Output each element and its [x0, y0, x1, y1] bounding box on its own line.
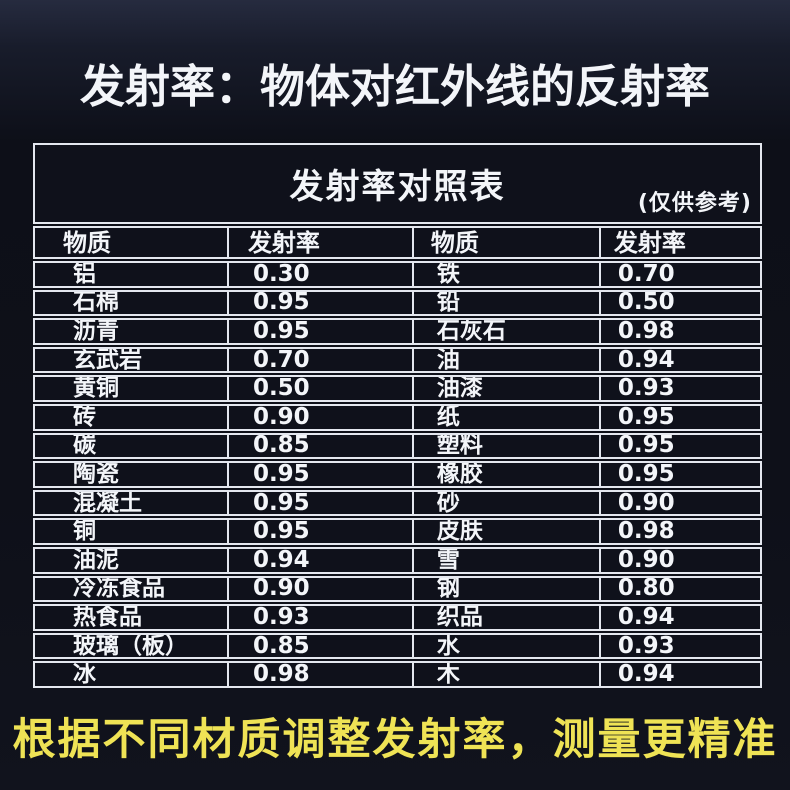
material-cell-left: 铝: [73, 263, 96, 286]
material-cell-left: 热食品: [73, 606, 142, 629]
table-row: 沥青 0.95 石灰石 0.98: [33, 318, 762, 345]
material-cell-right: 纸: [411, 405, 599, 429]
material-cell-right: 石灰石: [411, 320, 599, 343]
column-header-emissivity-right: 发射率: [598, 228, 760, 257]
material-cell-left: 陶瓷: [73, 463, 119, 486]
material-cell-left: 玻璃（板）: [73, 634, 188, 658]
table-title-band: 发射率对照表 (仅供参考): [33, 143, 762, 224]
material-cell-left: 油泥: [73, 548, 119, 572]
table-row: 砖 0.90 纸 0.95: [33, 403, 762, 431]
table-row: 热食品 0.93 织品 0.94: [33, 604, 762, 631]
material-cell-left: 铜: [73, 520, 96, 543]
material-cell-right: 水: [411, 634, 599, 658]
material-cell-right: 雪: [411, 548, 599, 572]
emissivity-cell-right: 0.95: [598, 434, 760, 458]
material-cell-right: 砂: [411, 491, 599, 515]
column-header-emissivity-left: 发射率: [226, 228, 412, 257]
table-row: 碳 0.85 塑料 0.95: [33, 432, 762, 460]
emissivity-cell-right: 0.93: [598, 634, 760, 658]
material-cell-left: 石棉: [73, 291, 119, 315]
emissivity-cell-right: 0.93: [598, 377, 760, 400]
emissivity-cell-left: 0.93: [226, 606, 412, 629]
emissivity-cell-left: 0.95: [226, 320, 412, 343]
emissivity-cell-right: 0.94: [598, 663, 760, 686]
emissivity-cell-right: 0.90: [598, 491, 760, 515]
emissivity-cell-left: 0.85: [226, 434, 412, 458]
material-cell-left: 沥青: [73, 320, 119, 343]
emissivity-cell-right: 0.80: [598, 577, 760, 601]
emissivity-cell-left: 0.98: [226, 663, 412, 686]
emissivity-cell-left: 0.94: [226, 548, 412, 572]
material-cell-left: 玄武岩: [73, 348, 142, 372]
emissivity-cell-left: 0.95: [226, 520, 412, 543]
table-row: 铝 0.30 铁 0.70: [33, 261, 762, 288]
table-row: 混凝土 0.95 砂 0.90: [33, 489, 762, 517]
emissivity-cell-right: 0.98: [598, 320, 760, 343]
material-cell-left: 混凝土: [73, 491, 142, 515]
emissivity-cell-right: 0.95: [598, 463, 760, 486]
material-cell-right: 木: [411, 663, 599, 686]
emissivity-cell-right: 0.94: [598, 348, 760, 372]
emissivity-cell-left: 0.50: [226, 377, 412, 400]
table-row: 黄铜 0.50 油漆 0.93: [33, 375, 762, 402]
material-cell-left: 冷冻食品: [73, 577, 165, 601]
emissivity-table: 发射率对照表 (仅供参考) 物质 发射率 物质 发射率 铝 0.30 铁 0.7…: [33, 143, 762, 688]
emissivity-cell-left: 0.90: [226, 405, 412, 429]
emissivity-cell-left: 0.85: [226, 634, 412, 658]
emissivity-cell-right: 0.70: [598, 263, 760, 286]
table-row: 油泥 0.94 雪 0.90: [33, 546, 762, 574]
material-cell-left: 砖: [73, 405, 96, 429]
table-row: 石棉 0.95 铅 0.50: [33, 289, 762, 317]
table-header-row: 物质 发射率 物质 发射率: [33, 226, 762, 259]
table-row: 玄武岩 0.70 油 0.94: [33, 346, 762, 374]
table-row: 铜 0.95 皮肤 0.98: [33, 518, 762, 545]
emissivity-cell-left: 0.95: [226, 463, 412, 486]
emissivity-cell-right: 0.98: [598, 520, 760, 543]
material-cell-right: 铅: [411, 291, 599, 315]
material-cell-left: 冰: [73, 663, 96, 686]
emissivity-cell-right: 0.50: [598, 291, 760, 315]
table-row: 冷冻食品 0.90 钢 0.80: [33, 575, 762, 603]
material-cell-right: 织品: [411, 606, 599, 629]
table-row: 玻璃（板） 0.85 水 0.93: [33, 632, 762, 660]
table-row: 冰 0.98 木 0.94: [33, 661, 762, 688]
emissivity-cell-right: 0.90: [598, 548, 760, 572]
material-cell-right: 钢: [411, 577, 599, 601]
material-cell-right: 塑料: [411, 434, 599, 458]
page-title: 发射率：物体对红外线的反射率: [79, 60, 710, 113]
column-header-material-right: 物质: [411, 228, 599, 257]
table-title: 发射率对照表: [289, 167, 506, 207]
material-cell-right: 铁: [411, 263, 599, 286]
material-cell-right: 油漆: [411, 377, 599, 400]
emissivity-cell-left: 0.70: [226, 348, 412, 372]
material-cell-right: 油: [411, 348, 599, 372]
emissivity-cell-right: 0.95: [598, 405, 760, 429]
table-row: 陶瓷 0.95 橡胶 0.95: [33, 461, 762, 488]
material-cell-left: 碳: [73, 434, 96, 458]
emissivity-cell-left: 0.95: [226, 291, 412, 315]
material-cell-right: 橡胶: [411, 463, 599, 486]
footer-slogan: 根据不同材质调整发射率，测量更精准: [12, 715, 778, 765]
column-header-material-left: 物质: [63, 228, 111, 257]
emissivity-cell-left: 0.30: [226, 263, 412, 286]
emissivity-cell-left: 0.90: [226, 577, 412, 601]
material-cell-right: 皮肤: [411, 520, 599, 543]
material-cell-left: 黄铜: [73, 377, 119, 400]
emissivity-cell-right: 0.94: [598, 606, 760, 629]
table-note: (仅供参考): [637, 191, 752, 216]
emissivity-cell-left: 0.95: [226, 491, 412, 515]
